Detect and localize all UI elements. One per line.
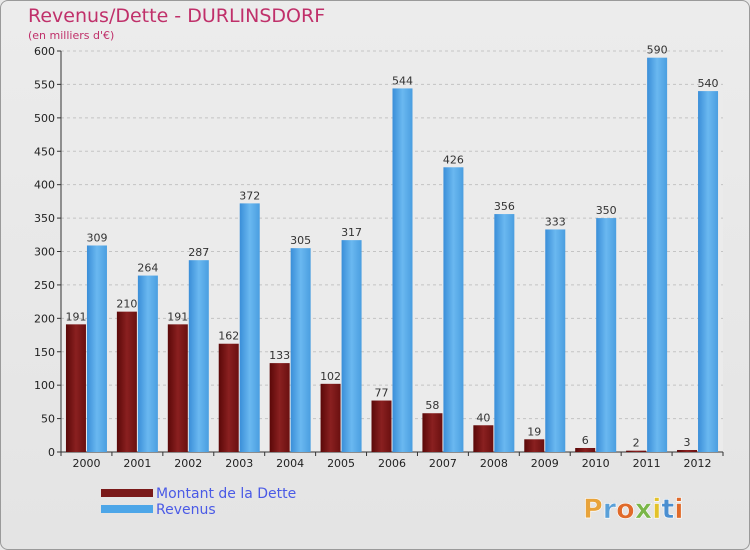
revenue-bar xyxy=(647,57,668,452)
proxiti-logo: Proxiti xyxy=(583,494,684,525)
y-tick-label: 450 xyxy=(34,145,55,158)
debt-bar xyxy=(677,449,698,452)
debt-value-label: 210 xyxy=(116,298,137,311)
debt-bar xyxy=(626,450,647,452)
debt-bar xyxy=(575,447,596,452)
revenue-bar xyxy=(290,248,311,452)
y-tick-label: 50 xyxy=(41,413,55,426)
debt-value-label: 162 xyxy=(218,330,239,343)
debt-bar xyxy=(116,311,137,452)
debt-bar xyxy=(422,413,443,452)
debt-value-label: 6 xyxy=(582,434,589,447)
revenue-value-label: 350 xyxy=(596,204,617,217)
revenue-value-label: 356 xyxy=(494,200,515,213)
revenue-value-label: 309 xyxy=(86,231,107,244)
debt-value-label: 3 xyxy=(684,436,691,449)
x-tick-label: 2007 xyxy=(429,457,457,470)
x-tick-label: 2003 xyxy=(225,457,253,470)
debt-value-label: 102 xyxy=(320,370,341,383)
revenue-bar xyxy=(137,275,158,452)
revenue-value-label: 426 xyxy=(443,153,464,166)
revenue-bar xyxy=(545,229,566,452)
x-tick-label: 2012 xyxy=(684,457,712,470)
revenue-bar xyxy=(494,214,515,452)
debt-bar xyxy=(269,363,290,452)
revenue-value-label: 333 xyxy=(545,215,566,228)
y-tick-label: 500 xyxy=(34,112,55,125)
revenue-bar xyxy=(86,245,107,452)
debt-value-label: 77 xyxy=(375,387,389,400)
debt-bar xyxy=(371,400,392,452)
y-tick-label: 550 xyxy=(34,78,55,91)
revenue-value-label: 540 xyxy=(698,77,719,90)
debt-bar xyxy=(320,383,341,452)
debt-value-label: 2 xyxy=(633,437,640,450)
revenue-bar xyxy=(392,88,413,452)
x-tick-label: 2005 xyxy=(327,457,355,470)
y-tick-label: 350 xyxy=(34,212,55,225)
debt-bar xyxy=(218,343,239,452)
debt-value-label: 191 xyxy=(167,310,188,323)
x-tick-label: 2000 xyxy=(72,457,100,470)
x-tick-label: 2001 xyxy=(123,457,151,470)
y-tick-label: 250 xyxy=(34,279,55,292)
debt-bar xyxy=(473,425,494,452)
revenue-value-label: 372 xyxy=(239,189,260,202)
legend-swatch-debt xyxy=(101,489,153,497)
y-tick-label: 200 xyxy=(34,312,55,325)
debt-bar xyxy=(524,439,545,452)
y-tick-label: 0 xyxy=(48,446,55,459)
y-tick-label: 400 xyxy=(34,179,55,192)
x-tick-label: 2004 xyxy=(276,457,304,470)
x-tick-label: 2009 xyxy=(531,457,559,470)
revenue-bar xyxy=(443,167,464,453)
legend-label-debt: Montant de la Dette xyxy=(156,486,296,502)
revenue-bar xyxy=(239,203,260,452)
revenue-value-label: 287 xyxy=(188,246,209,259)
x-tick-label: 2008 xyxy=(480,457,508,470)
debt-value-label: 40 xyxy=(476,411,490,424)
y-tick-label: 150 xyxy=(34,346,55,359)
revenue-value-label: 544 xyxy=(392,74,413,87)
revenue-bar xyxy=(188,260,209,452)
revenue-value-label: 317 xyxy=(341,226,362,239)
x-tick-label: 2002 xyxy=(174,457,202,470)
legend-swatch-revenue xyxy=(101,505,153,513)
chart-subtitle: (en milliers d'€) xyxy=(28,29,115,42)
revenue-bar xyxy=(341,240,362,452)
y-tick-label: 600 xyxy=(34,45,55,58)
debt-value-label: 58 xyxy=(425,399,439,412)
debt-bar xyxy=(167,324,188,452)
debt-value-label: 19 xyxy=(527,425,541,438)
x-tick-label: 2006 xyxy=(378,457,406,470)
chart-title: Revenus/Dette - DURLINSDORF xyxy=(28,5,326,27)
x-tick-label: 2010 xyxy=(582,457,610,470)
debt-bar xyxy=(65,324,86,452)
legend-label-revenue: Revenus xyxy=(156,502,216,518)
revenue-value-label: 305 xyxy=(290,234,311,247)
revenue-bar xyxy=(596,218,617,452)
revenue-value-label: 264 xyxy=(137,262,158,275)
y-tick-label: 300 xyxy=(34,246,55,259)
y-tick-label: 100 xyxy=(34,379,55,392)
revenue-value-label: 590 xyxy=(647,44,668,57)
x-tick-label: 2011 xyxy=(633,457,661,470)
revenue-bar xyxy=(698,91,719,452)
debt-value-label: 133 xyxy=(269,349,290,362)
debt-value-label: 191 xyxy=(65,310,86,323)
